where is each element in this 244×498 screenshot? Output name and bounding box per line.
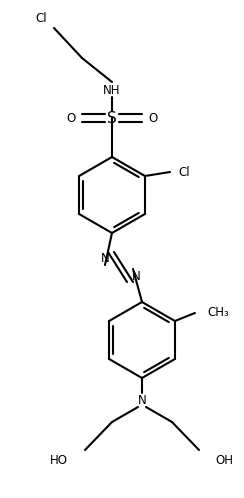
Text: O: O <box>66 112 76 124</box>
Text: OH: OH <box>215 454 233 467</box>
Text: CH₃: CH₃ <box>207 306 229 320</box>
Text: N: N <box>138 393 146 406</box>
Text: HO: HO <box>50 454 68 467</box>
Text: N: N <box>101 251 109 264</box>
Text: Cl: Cl <box>35 11 47 24</box>
Text: Cl: Cl <box>178 165 190 178</box>
Text: O: O <box>148 112 158 124</box>
Text: NH: NH <box>103 84 121 97</box>
Text: N: N <box>132 269 140 282</box>
Text: S: S <box>107 111 117 125</box>
